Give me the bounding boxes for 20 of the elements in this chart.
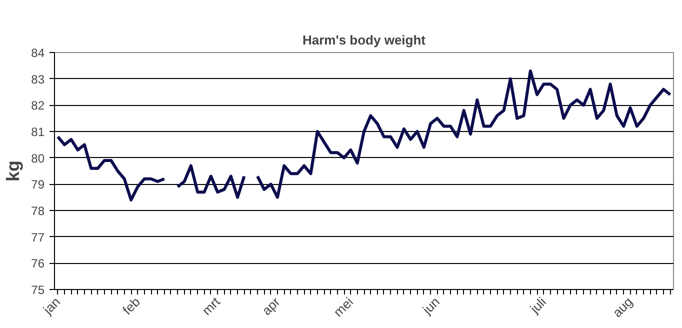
y-tick-label: 75 (31, 283, 45, 297)
y-tick-label: 76 (31, 256, 45, 271)
chart-title: Harm's body weight (302, 32, 426, 48)
y-tick-label: 77 (31, 230, 45, 244)
y-tick-label: 78 (31, 204, 45, 218)
x-tick-label: apr (258, 294, 284, 318)
x-tick-label: mrt (198, 294, 224, 318)
x-tick-label: mei (330, 294, 356, 320)
y-tick-label: 82 (31, 98, 45, 113)
x-tick-label: jan (40, 294, 64, 318)
x-tick-label: juli (526, 294, 550, 317)
y-tick-label: 80 (31, 151, 45, 166)
x-tick-label: aug (610, 294, 636, 320)
y-tick-label: 79 (31, 178, 45, 192)
x-tick-label: jun (418, 294, 443, 318)
y-tick-label: 81 (31, 125, 45, 139)
y-tick-label: 84 (31, 46, 45, 60)
y-tick-label: 83 (31, 72, 45, 86)
y-axis-title: kg (3, 160, 24, 182)
x-tick-label: feb (120, 294, 144, 318)
